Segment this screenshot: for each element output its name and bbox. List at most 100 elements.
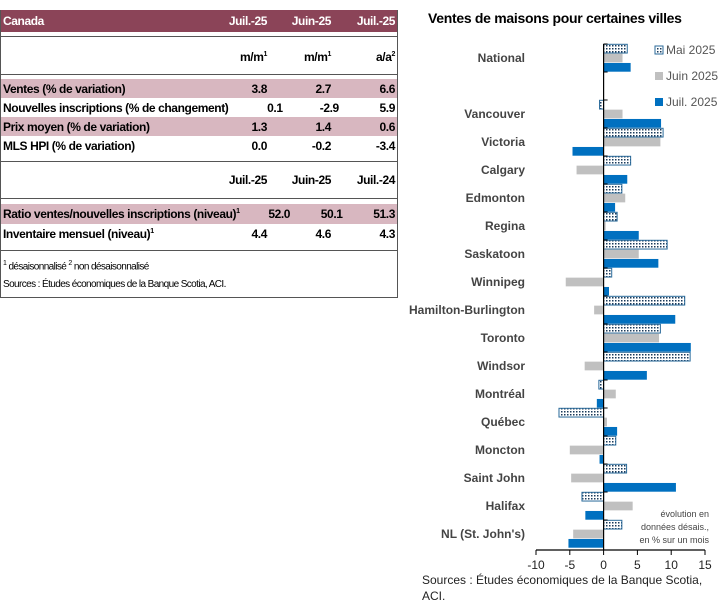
category-label: Victoria — [481, 135, 525, 149]
bar-juin-2025 — [584, 361, 604, 371]
cell-value: -0.2 — [311, 138, 331, 153]
legend-swatch — [654, 45, 664, 55]
category-label: Saint John — [464, 471, 525, 485]
row-label: Nouvelles inscriptions (% de changement) — [3, 100, 229, 115]
bar-mai-2025 — [603, 127, 664, 138]
chart-title: Ventes de maisons pour certaines villes — [428, 10, 682, 26]
table-row: Prix moyen (% de variation) 1.3 1.4 0.6 — [1, 117, 397, 136]
bar-juil-2025 — [603, 342, 691, 352]
bar-juil-2025 — [603, 174, 628, 184]
x-tick-label: 10 — [665, 558, 679, 572]
bar-juil-2025 — [603, 426, 618, 436]
bar-juin-2025 — [565, 277, 604, 287]
bar-mai-2025 — [599, 99, 605, 110]
bar-juil-2025 — [603, 286, 610, 296]
bar-mai-2025 — [558, 407, 605, 418]
cell-value: 1.4 — [315, 119, 332, 134]
chart-source: Sources : Études économiques de la Banqu… — [422, 573, 703, 603]
category-label: Québec — [481, 415, 525, 429]
bar-juil-2025 — [603, 482, 676, 492]
bar-mai-2025 — [603, 519, 623, 530]
cell-value: 2.7 — [315, 81, 332, 96]
legend-swatch — [655, 72, 663, 80]
bar-mai-2025 — [603, 463, 628, 474]
bar-mai-2025 — [603, 435, 617, 446]
col-header: Juil.-25 — [228, 14, 268, 28]
bar-mai-2025 — [581, 491, 605, 502]
category-label: Toronto — [481, 331, 525, 345]
bar-juil-2025 — [603, 314, 676, 324]
bar-juil-2025 — [572, 146, 604, 156]
x-tick-label: 0 — [600, 558, 607, 572]
canada-summary-table: Canada Juil.-25 Juin-25 Juil.-25 m/m1 m/… — [0, 10, 398, 298]
table-title: Canada — [3, 14, 44, 28]
bar-juin-2025 — [603, 109, 623, 119]
category-label: Montréal — [475, 387, 525, 401]
legend-label: Mai 2025 — [666, 43, 716, 57]
row-label: Ventes (% de variation) — [3, 81, 126, 96]
bar-juil-2025 — [603, 370, 647, 380]
chart-annotation: en % sur un mois — [639, 535, 709, 545]
period-row: Juil.-25 Juin-25 Juil.-24 — [1, 161, 397, 198]
category-label: Regina — [485, 219, 525, 233]
cell-value: 1.3 — [251, 119, 268, 134]
x-tick-label: -10 — [527, 558, 545, 572]
row-label: Ratio ventes/nouvelles inscriptions (niv… — [3, 207, 240, 221]
cell-value: -3.4 — [375, 138, 395, 153]
bar-juin-2025 — [603, 193, 626, 203]
bar-juin-2025 — [571, 473, 604, 483]
bar-juin-2025 — [603, 501, 633, 511]
bar-juil-2025 — [603, 258, 659, 268]
bar-juin-2025 — [603, 249, 639, 259]
x-tick-label: 5 — [634, 558, 641, 572]
chart-annotation: évolution en — [660, 509, 709, 519]
bar-juin-2025 — [603, 221, 606, 231]
row-label: MLS HPI (% de variation) — [3, 138, 135, 153]
bar-mai-2025 — [603, 239, 668, 250]
cell-value: 0.0 — [251, 138, 268, 153]
table-row: MLS HPI (% de variation) 0.0 -0.2 -3.4 — [1, 136, 397, 155]
bar-juin-2025 — [573, 529, 604, 539]
bar-mai-2025 — [603, 323, 661, 334]
cell-value: 3.8 — [251, 81, 268, 96]
category-label: Calgary — [481, 163, 525, 177]
bar-mai-2025 — [603, 351, 691, 362]
bar-juin-2025 — [603, 137, 661, 147]
bar-juil-2025 — [585, 510, 604, 520]
table-row: Ventes (% de variation) 3.8 2.7 6.6 — [1, 79, 397, 98]
bar-juil-2025 — [568, 538, 604, 548]
legend-label: Juin 2025 — [666, 69, 718, 83]
x-tick-label: -5 — [564, 558, 575, 572]
bar-juil-2025 — [603, 230, 639, 240]
bar-mai-2025 — [603, 267, 613, 278]
bar-juin-2025 — [594, 305, 604, 315]
category-label: Saskatoon — [464, 247, 525, 261]
bar-mai-2025 — [598, 379, 605, 390]
bar-juin-2025 — [603, 389, 616, 399]
category-label: Vancouver — [464, 107, 525, 121]
category-label: National — [478, 51, 525, 65]
bar-juil-2025 — [599, 454, 604, 464]
table-row: Nouvelles inscriptions (% de changement)… — [1, 98, 397, 117]
units-row: m/m1 m/m1 a/a2 — [1, 36, 397, 70]
unit: a/a2 — [376, 49, 395, 64]
category-label: Halifax — [486, 499, 526, 513]
table-row: Ratio ventes/nouvelles inscriptions (niv… — [1, 204, 397, 224]
category-label: Hamilton-Burlington — [409, 303, 525, 317]
table-row: Inventaire mensuel (niveau)1 4.4 4.6 4.3 — [1, 224, 397, 244]
bar-juil-2025 — [603, 118, 662, 128]
legend-swatch — [655, 98, 663, 106]
bar-mai-2025 — [603, 211, 618, 222]
category-label: Moncton — [475, 443, 525, 457]
category-label: NL (St. John's) — [441, 527, 525, 541]
category-label: Windsor — [477, 359, 525, 373]
bar-mai-2025 — [603, 295, 686, 306]
col-header: Juil.-24 — [356, 173, 396, 187]
cell-value: 50.1 — [320, 207, 343, 221]
bar-juin-2025 — [576, 165, 604, 175]
col-header: Juin-25 — [291, 173, 332, 187]
cell-value: -2.9 — [319, 100, 339, 115]
cell-value: 0.1 — [267, 100, 283, 115]
cell-value: 4.4 — [251, 227, 268, 241]
